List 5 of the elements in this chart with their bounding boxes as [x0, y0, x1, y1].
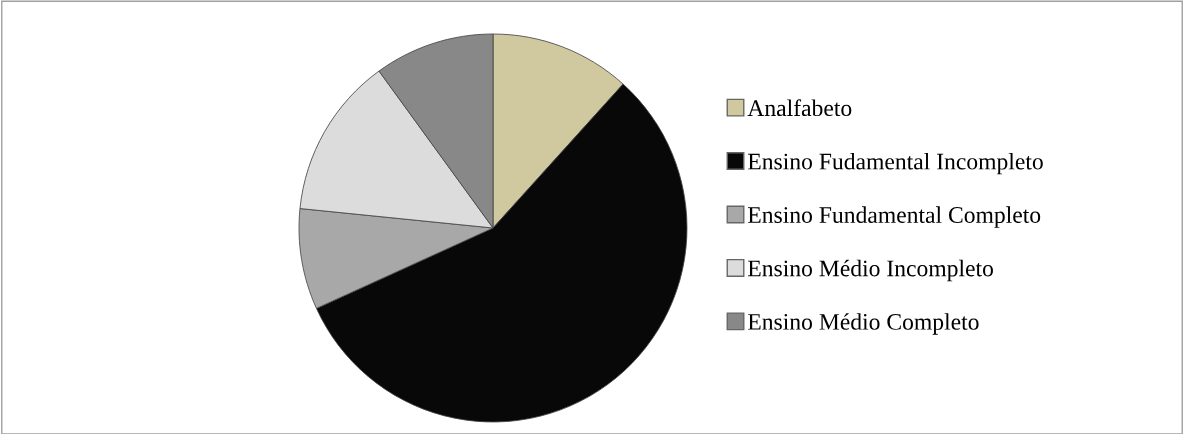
legend-label: Analfabeto — [747, 99, 852, 117]
legend-label: Ensino Médio Completo — [748, 313, 979, 335]
legend-label: Ensino Fundamental Completo — [748, 206, 1041, 228]
legend-label: Ensino Médio Incompleto — [748, 259, 993, 282]
legend-label: Ensino Fudamental Incompleto — [748, 152, 1043, 175]
